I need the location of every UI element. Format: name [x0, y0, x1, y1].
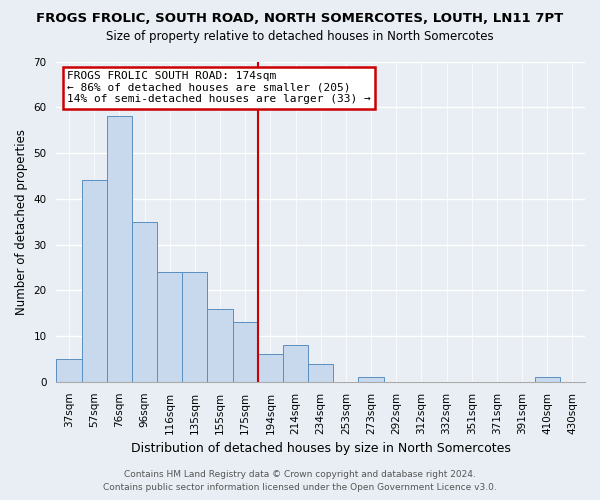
Bar	[358, 377, 383, 382]
Bar	[157, 272, 182, 382]
Bar	[283, 345, 308, 382]
Text: FROGS FROLIC SOUTH ROAD: 174sqm
← 86% of detached houses are smaller (205)
14% o: FROGS FROLIC SOUTH ROAD: 174sqm ← 86% of…	[67, 71, 371, 104]
Text: Contains HM Land Registry data © Crown copyright and database right 2024.
Contai: Contains HM Land Registry data © Crown c…	[103, 470, 497, 492]
Bar	[56, 359, 82, 382]
Y-axis label: Number of detached properties: Number of detached properties	[15, 128, 28, 314]
Bar	[132, 222, 157, 382]
Bar	[182, 272, 208, 382]
Bar	[535, 377, 560, 382]
Text: Size of property relative to detached houses in North Somercotes: Size of property relative to detached ho…	[106, 30, 494, 43]
Bar	[107, 116, 132, 382]
Bar	[308, 364, 333, 382]
Bar	[233, 322, 258, 382]
Bar	[82, 180, 107, 382]
Text: FROGS FROLIC, SOUTH ROAD, NORTH SOMERCOTES, LOUTH, LN11 7PT: FROGS FROLIC, SOUTH ROAD, NORTH SOMERCOT…	[37, 12, 563, 26]
Bar	[258, 354, 283, 382]
Bar	[208, 308, 233, 382]
X-axis label: Distribution of detached houses by size in North Somercotes: Distribution of detached houses by size …	[131, 442, 511, 455]
